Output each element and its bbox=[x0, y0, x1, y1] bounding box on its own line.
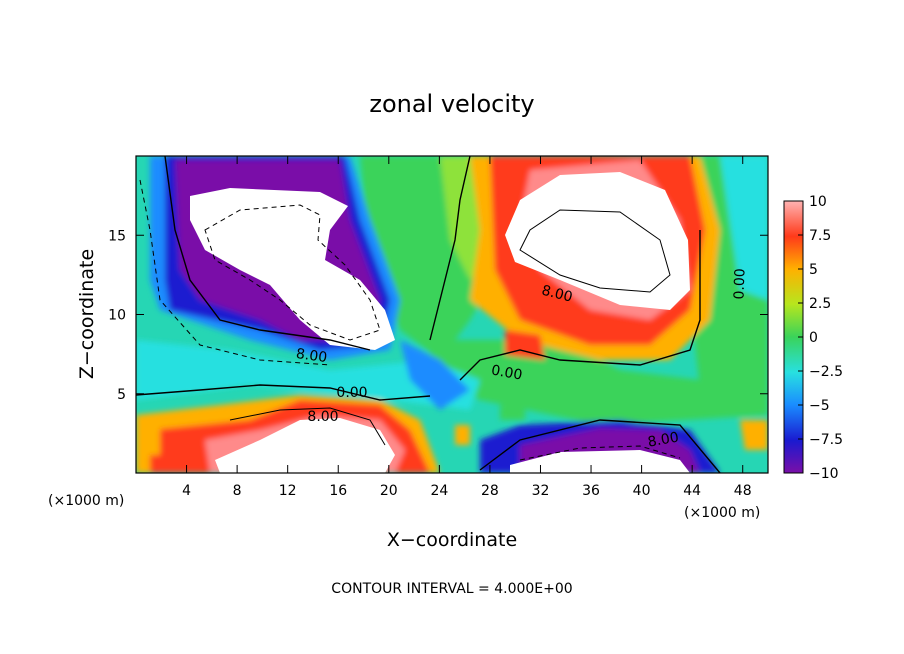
contour-label: 8.00 bbox=[647, 429, 680, 450]
x-tick-label: 32 bbox=[532, 483, 550, 499]
x-tick-label: 4 bbox=[182, 483, 191, 499]
colorbar-tick-label: 2.5 bbox=[809, 296, 831, 312]
contour-zero-mid bbox=[429, 156, 471, 341]
colorbar-tick-label: 7.5 bbox=[809, 228, 831, 244]
colorbar-tick-label: −2.5 bbox=[809, 364, 843, 380]
contour-eight-upper bbox=[519, 209, 671, 293]
contour-eight-lower bbox=[229, 407, 386, 446]
velocity-field bbox=[136, 156, 768, 473]
contour-neg-four bbox=[139, 179, 331, 366]
y-tick-label: 5 bbox=[117, 387, 126, 403]
x-tick-label: 48 bbox=[734, 483, 752, 499]
x-tick-label: 20 bbox=[380, 483, 398, 499]
contour-zero-lower-right bbox=[479, 419, 721, 473]
contour-neg-eight-lower bbox=[519, 445, 681, 461]
y-tick-label: 15 bbox=[108, 228, 126, 244]
y-tick-label: 10 bbox=[108, 308, 126, 324]
x-tick-label: 36 bbox=[582, 483, 600, 499]
colorbar-tick-label: 0 bbox=[809, 330, 818, 346]
y-axis-ticks: 5 10 15 bbox=[108, 228, 768, 403]
colorbar-tick-label: −7.5 bbox=[809, 432, 843, 448]
contour-label: 8.00 bbox=[540, 283, 574, 306]
colorbar-tick-label: 5 bbox=[809, 262, 818, 278]
x-axis-title: X−coordinate bbox=[387, 529, 517, 551]
contour-zero-left bbox=[164, 156, 371, 351]
x-tick-label: 28 bbox=[481, 483, 499, 499]
contour-zero-lower bbox=[136, 384, 431, 401]
y-axis-title: Z−coordinate bbox=[76, 249, 98, 379]
x-unit-left: (×1000 m) bbox=[48, 493, 124, 509]
contour-label: 8.00 bbox=[307, 409, 338, 425]
contour-label: 0.00 bbox=[336, 385, 367, 401]
colorbar-tick-label: −10 bbox=[809, 466, 839, 482]
x-tick-label: 40 bbox=[633, 483, 651, 499]
chart-title: zonal velocity bbox=[369, 90, 534, 118]
x-tick-label: 8 bbox=[233, 483, 242, 499]
x-tick-label: 24 bbox=[430, 483, 448, 499]
contour-neg-eight bbox=[204, 204, 381, 341]
contour-interval-footer: CONTOUR INTERVAL = 4.000E+00 bbox=[331, 581, 572, 597]
x-axis-ticks: 4 8 12 16 20 24 28 32 36 40 44 48 bbox=[182, 156, 752, 499]
contour-label: 8.00 bbox=[295, 346, 328, 366]
contour-label: 0.00 bbox=[490, 362, 523, 383]
contour-label: 0.00 bbox=[731, 268, 748, 300]
x-unit-right: (×1000 m) bbox=[684, 505, 760, 521]
x-tick-label: 16 bbox=[329, 483, 347, 499]
colorbar-tick-label: 10 bbox=[809, 194, 827, 210]
contour-labels: 8.00 8.00 0.00 0.00 8.00 0.00 8.00 bbox=[295, 268, 749, 451]
x-tick-label: 44 bbox=[683, 483, 701, 499]
x-tick-label: 12 bbox=[279, 483, 297, 499]
contour-zero-right bbox=[459, 230, 701, 381]
colorbar-tick-label: −5 bbox=[809, 398, 830, 414]
colorbar-ticks: 10 7.5 5 2.5 0 −2.5 −5 −7.5 −10 bbox=[798, 194, 843, 482]
